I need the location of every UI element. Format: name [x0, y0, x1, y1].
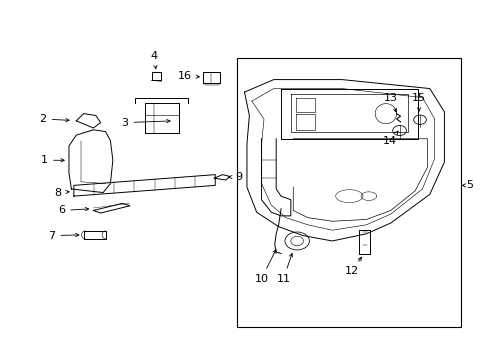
Text: 7: 7 [48, 231, 79, 240]
Text: 15: 15 [411, 93, 425, 111]
Text: 4: 4 [150, 51, 158, 69]
Text: 14: 14 [382, 131, 397, 146]
Text: 5: 5 [462, 180, 472, 190]
Text: 12: 12 [344, 257, 361, 276]
Text: 8: 8 [55, 188, 69, 198]
Text: 16: 16 [178, 71, 199, 81]
Text: 3: 3 [122, 118, 170, 128]
Text: 10: 10 [254, 250, 275, 284]
Text: 13: 13 [383, 93, 397, 112]
Text: 9: 9 [228, 172, 242, 182]
Text: 1: 1 [41, 155, 64, 165]
Text: 2: 2 [40, 114, 69, 124]
Bar [237, 58, 461, 327]
Text: 11: 11 [276, 253, 292, 284]
Text: 6: 6 [58, 206, 88, 216]
